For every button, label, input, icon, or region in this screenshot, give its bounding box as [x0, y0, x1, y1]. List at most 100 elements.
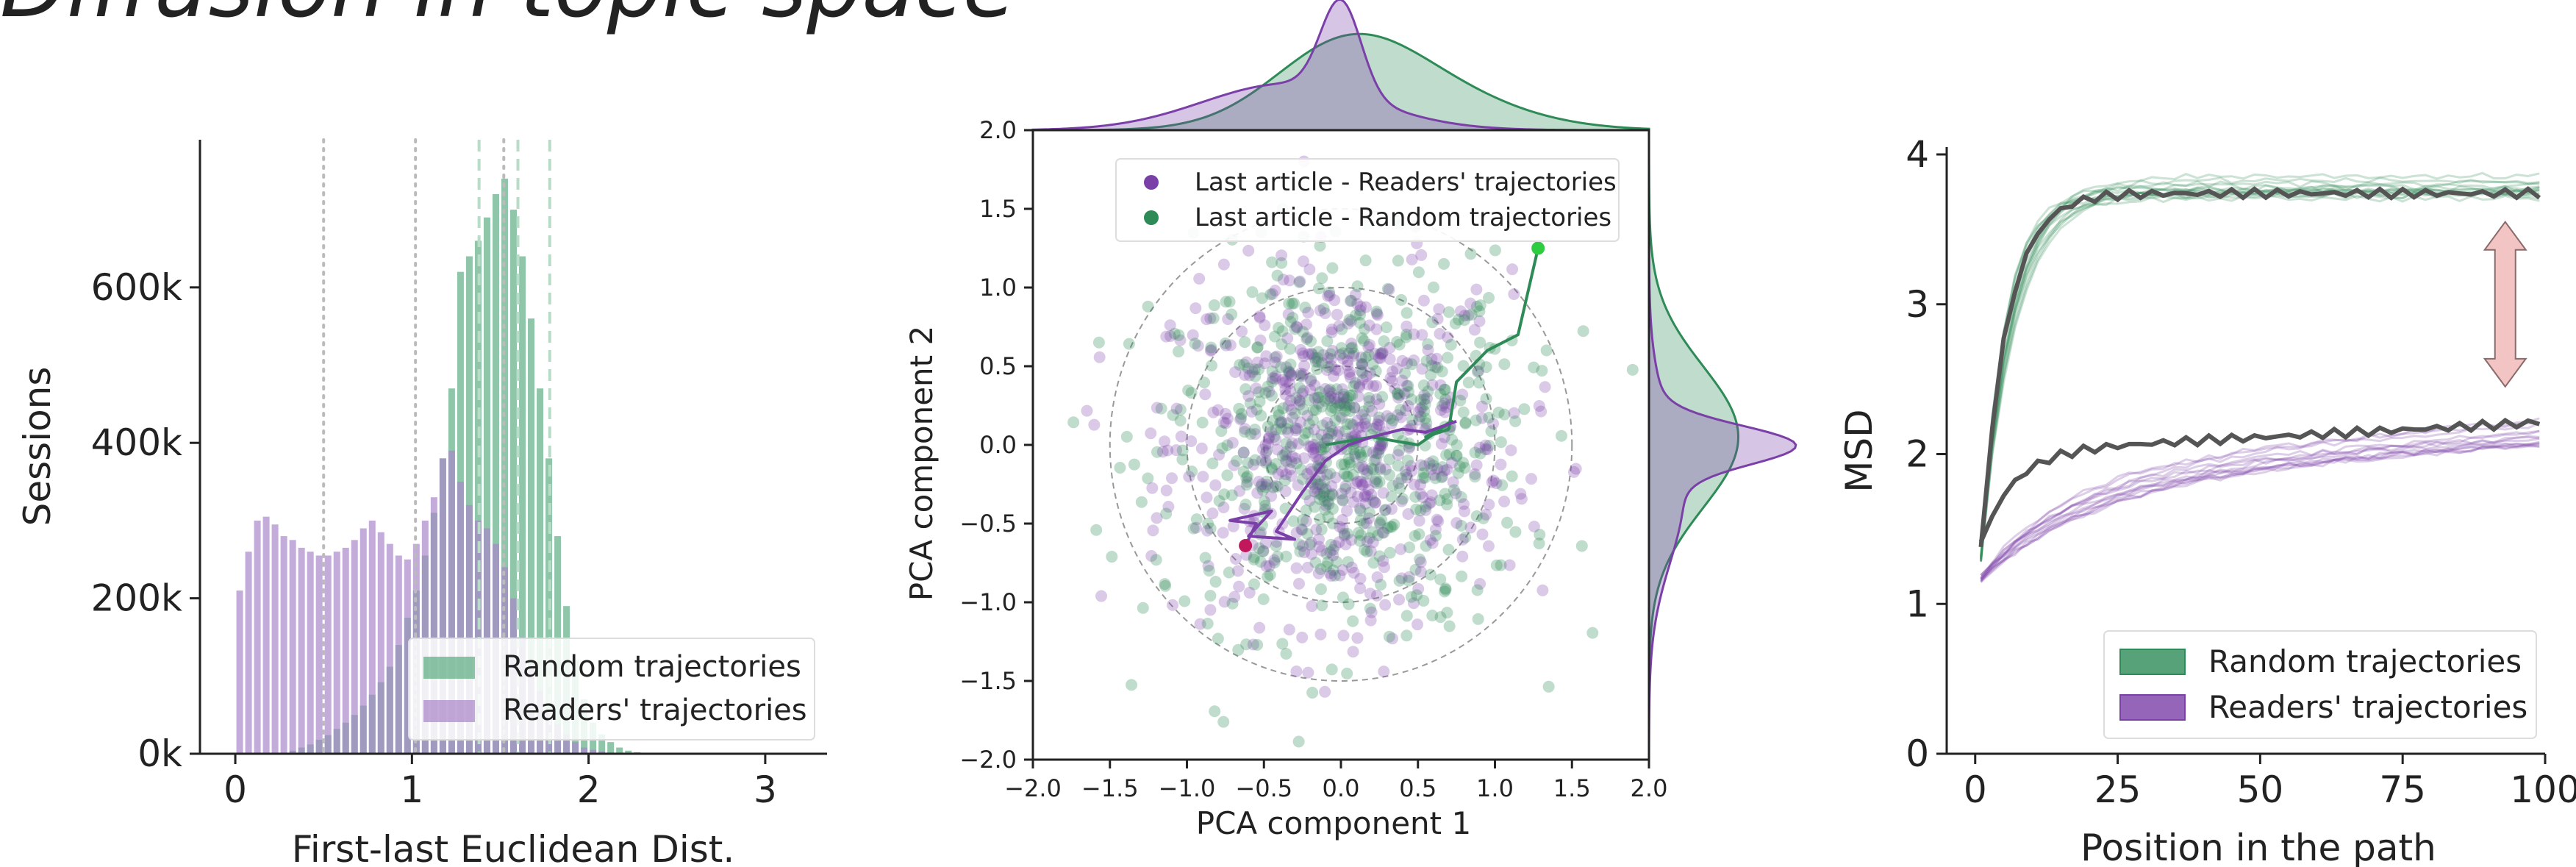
readers-point — [1284, 366, 1296, 379]
random-point — [1417, 594, 1430, 607]
random-point — [1370, 477, 1383, 490]
random-point — [1309, 557, 1322, 569]
readers-point — [1434, 379, 1447, 391]
readers-point — [1262, 438, 1274, 450]
readers-point — [1309, 379, 1321, 391]
random-point — [1226, 308, 1238, 321]
readers-point — [1291, 422, 1303, 435]
random-example-path — [1325, 248, 1540, 446]
random-point — [1311, 363, 1323, 375]
random-point — [1410, 503, 1423, 515]
random-point — [1235, 412, 1248, 424]
random-point — [1450, 449, 1462, 462]
random-point — [1353, 316, 1366, 329]
random-point — [1288, 297, 1300, 310]
readers-point — [1295, 523, 1308, 535]
random-point — [1253, 363, 1265, 376]
readers-point — [1377, 487, 1389, 499]
random-point — [1248, 424, 1261, 436]
random-point — [1323, 489, 1336, 502]
readers-point — [1373, 419, 1386, 432]
random-point — [1276, 325, 1289, 338]
random-point — [1223, 566, 1235, 579]
histogram-y-tick-label: 400k — [91, 421, 182, 464]
random-point — [1418, 460, 1431, 472]
random-point — [1237, 358, 1250, 371]
random-point — [1226, 489, 1238, 502]
random-point — [1341, 527, 1353, 540]
readers-point — [1290, 527, 1303, 539]
random-point — [1464, 248, 1477, 260]
random-point — [1440, 449, 1453, 461]
random-point — [1312, 391, 1324, 404]
readers-point — [1192, 340, 1204, 352]
readers-point — [1254, 334, 1267, 346]
readers-point — [1347, 419, 1359, 432]
random-point — [1344, 389, 1356, 402]
readers-point — [1268, 554, 1281, 566]
random-point — [1341, 667, 1353, 679]
readers-point — [1371, 418, 1384, 430]
random-point — [1314, 386, 1326, 399]
readers-point — [1297, 255, 1309, 268]
random-point — [1303, 418, 1315, 430]
readers-point — [1147, 524, 1159, 537]
histogram-bar — [465, 504, 473, 754]
random-point — [1436, 461, 1448, 474]
readers-point — [1325, 360, 1338, 372]
scatter-y-tick-label: −2.0 — [959, 746, 1017, 774]
readers-point — [1352, 421, 1364, 434]
readers-point — [1433, 303, 1445, 315]
readers-point — [1189, 521, 1202, 534]
random-point — [1450, 439, 1463, 452]
readers-point — [1359, 476, 1372, 488]
readers-point — [1353, 381, 1366, 393]
scatter-ticks: −2.0 −1.5 −1.0 −0.5 0.0 0.5 1.0 1.5 2.0−2.0−1.5−… — [959, 116, 1667, 802]
random-point — [1345, 418, 1357, 430]
readers-point — [1301, 410, 1314, 422]
random-point — [1392, 254, 1404, 267]
readers-point — [1313, 540, 1325, 553]
random-point — [1189, 338, 1201, 350]
readers-point — [1462, 309, 1475, 321]
readers-point — [1432, 515, 1445, 527]
random-point — [1540, 344, 1553, 357]
readers-point — [1292, 577, 1305, 590]
random-point — [1509, 415, 1522, 427]
random-point — [1449, 318, 1461, 330]
random-point — [1337, 493, 1349, 506]
random-point — [1400, 307, 1413, 319]
random-point — [1293, 382, 1306, 394]
readers-point — [1332, 364, 1345, 377]
random-point — [1240, 471, 1253, 484]
random-msd-line — [1980, 188, 2540, 557]
readers-msd-line — [1980, 438, 2540, 579]
readers-point — [1201, 313, 1213, 326]
msd-y-label: MSD — [1838, 409, 1881, 492]
readers-point — [1285, 470, 1298, 482]
readers-point — [1375, 348, 1387, 360]
random-point — [1345, 342, 1358, 354]
random-point — [1351, 280, 1364, 293]
random-point — [1361, 546, 1373, 558]
readers-point — [1378, 561, 1390, 574]
readers-point — [1294, 275, 1306, 288]
random-point — [1374, 463, 1387, 476]
readers-point — [1371, 571, 1384, 583]
random-point — [1303, 538, 1316, 551]
random-point — [1259, 387, 1272, 399]
readers-point — [1378, 666, 1390, 678]
scatter-y-tick-label: 1.0 — [979, 274, 1017, 302]
random-point — [1305, 373, 1317, 385]
readers-point — [1376, 346, 1389, 359]
readers-point — [1408, 328, 1420, 340]
readers-point — [1416, 363, 1428, 375]
scatter-legend-marker-random — [1144, 210, 1159, 225]
readers-msd-line — [1980, 436, 2540, 582]
random-point — [1434, 573, 1447, 585]
readers-point — [1295, 343, 1307, 356]
readers-point — [1456, 550, 1469, 563]
random-point — [1459, 531, 1472, 543]
random-point — [1092, 336, 1105, 349]
